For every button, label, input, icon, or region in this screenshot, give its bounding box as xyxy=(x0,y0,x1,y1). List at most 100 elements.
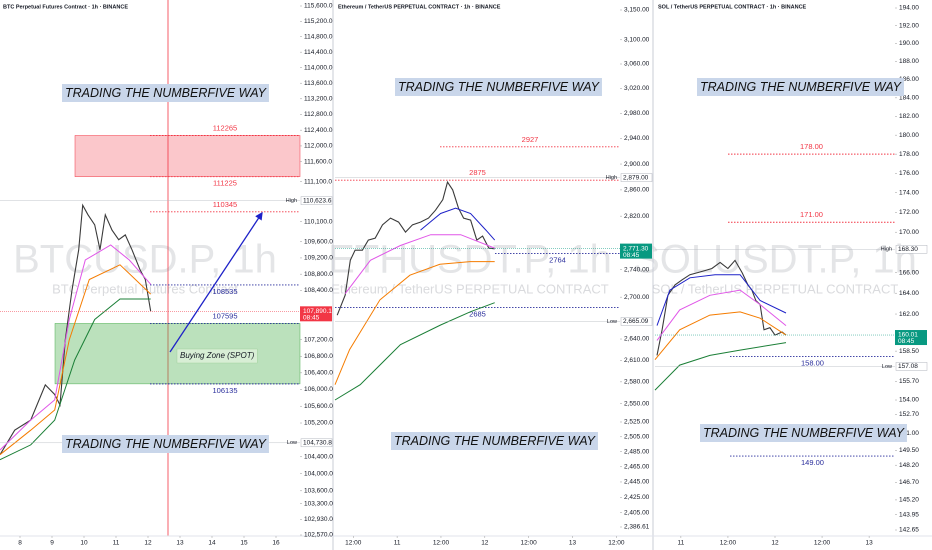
level-label: 2927 xyxy=(522,135,539,144)
y-tick-label: 114,000.0 xyxy=(304,64,333,71)
y-tick-label: 142.65 xyxy=(899,527,919,534)
x-tick-label: 11 xyxy=(113,540,120,547)
y-tick-label: 2,900.00 xyxy=(624,161,650,168)
x-tick-label: 13 xyxy=(569,540,577,547)
y-tick-label: 172.00 xyxy=(899,209,919,216)
y-tick-label: 110,100.0 xyxy=(304,218,333,225)
level-label: 110345 xyxy=(213,200,237,209)
y-tick-label: 114,400.0 xyxy=(304,49,333,56)
y-tick-label: 166.00 xyxy=(899,269,919,276)
y-tick-label: 2,740.00 xyxy=(624,266,650,273)
y-tick-label: 3,060.00 xyxy=(624,61,650,68)
marker-value: 157.08 xyxy=(898,363,918,370)
level-label: 2685 xyxy=(469,310,486,319)
banner-box xyxy=(700,424,907,442)
y-tick-label: 105,600.0 xyxy=(304,403,333,410)
y-tick-label: 105,200.0 xyxy=(304,420,333,427)
y-tick-label: 170.00 xyxy=(899,229,919,236)
y-tick-label: 152.70 xyxy=(899,411,919,418)
y-tick-label: 2,425.00 xyxy=(624,494,650,501)
y-tick-label: 148.20 xyxy=(899,462,919,469)
y-tick-label: 182.00 xyxy=(899,113,919,120)
level-label: 112265 xyxy=(213,123,237,132)
chart-title: Ethereum / TetherUS PERPETUAL CONTRACT ·… xyxy=(338,4,501,10)
level-label: 158.00 xyxy=(801,358,824,367)
y-tick-label: 115,200.0 xyxy=(304,18,333,25)
marker-value: 2,665.09 xyxy=(623,318,649,325)
y-tick-label: 145.20 xyxy=(899,497,919,504)
y-tick-label: 155.70 xyxy=(899,378,919,385)
y-tick-label: 178.00 xyxy=(899,151,919,158)
price-line xyxy=(336,180,495,316)
x-tick-label: 12 xyxy=(481,540,489,547)
y-tick-label: 3,100.00 xyxy=(624,37,650,44)
y-tick-label: 112,400.0 xyxy=(304,127,333,134)
last-time: 08:45 xyxy=(303,315,320,322)
marker-text: Low xyxy=(287,440,297,446)
x-tick-label: 12:00 xyxy=(345,540,362,547)
y-tick-label: 111,600.0 xyxy=(304,158,332,165)
y-tick-label: 194.00 xyxy=(899,5,919,12)
x-tick-label: 11 xyxy=(678,540,685,547)
annotation-text: Buying Zone (SPOT) xyxy=(180,351,255,360)
y-tick-label: 2,610.00 xyxy=(624,357,650,364)
level-label: 107595 xyxy=(212,311,237,320)
y-tick-label: 176.00 xyxy=(899,170,919,177)
y-tick-label: 184.00 xyxy=(899,95,919,102)
x-tick-label: 12:00 xyxy=(608,540,625,547)
level-label: 106135 xyxy=(212,386,237,395)
y-tick-label: 2,525.00 xyxy=(624,419,650,426)
y-tick-label: 3,020.00 xyxy=(624,85,650,92)
chart-title: SOL / TetherUS PERPETUAL CONTRACT · 1h ·… xyxy=(658,4,807,10)
y-tick-label: 2,505.00 xyxy=(624,434,650,441)
x-tick-label: 12 xyxy=(144,540,152,547)
moving-average xyxy=(654,342,787,391)
moving-average xyxy=(420,207,496,241)
marker-box xyxy=(895,362,928,371)
y-tick-label: 106,000.0 xyxy=(304,386,333,393)
x-tick-label: 14 xyxy=(208,540,216,547)
y-tick-label: 111,100.0 xyxy=(304,178,332,185)
watermark: BTCUSD.P, 1h xyxy=(13,238,277,282)
banner-box xyxy=(62,84,269,102)
level-label: 171.00 xyxy=(800,210,823,219)
moving-average xyxy=(0,244,152,451)
y-tick-label: 109,600.0 xyxy=(304,238,333,245)
y-tick-label: 2,940.00 xyxy=(624,135,650,142)
banner-box xyxy=(62,435,269,453)
y-tick-label: 2,386.61 xyxy=(624,524,650,531)
moving-average xyxy=(334,302,495,401)
y-tick-label: 2,980.00 xyxy=(624,110,650,117)
y-tick-label: 2,580.00 xyxy=(624,379,650,386)
y-tick-label: 149.50 xyxy=(899,447,919,454)
x-tick-label: 16 xyxy=(272,540,280,547)
moving-average xyxy=(0,264,152,456)
level-label: 2875 xyxy=(469,168,486,177)
y-tick-label: 102,930.0 xyxy=(304,516,333,523)
y-tick-label: 113,200.0 xyxy=(304,96,333,103)
x-tick-label: 13 xyxy=(176,540,184,547)
y-tick-label: 146.70 xyxy=(899,479,919,486)
banner-box xyxy=(395,78,602,96)
y-tick-label: 106,800.0 xyxy=(304,353,333,360)
y-tick-label: 112,000.0 xyxy=(304,143,333,150)
x-tick-label: 12 xyxy=(771,540,779,547)
y-tick-label: 154.00 xyxy=(899,397,919,404)
y-tick-label: 2,465.00 xyxy=(624,464,650,471)
x-tick-label: 10 xyxy=(80,540,88,547)
last-price: 2,771.30 xyxy=(623,245,649,252)
y-tick-label: 109,200.0 xyxy=(304,255,333,262)
projection-arrow xyxy=(169,211,263,353)
level-label: 2764 xyxy=(549,256,566,265)
y-tick-label: 162.00 xyxy=(899,311,919,318)
x-tick-label: 9 xyxy=(50,540,54,547)
banner-text: TRADING THE NUMBERFIVE WAY xyxy=(703,426,906,440)
y-tick-label: 108,400.0 xyxy=(304,287,333,294)
y-tick-label: 112,800.0 xyxy=(304,111,333,118)
y-tick-label: 151.00 xyxy=(899,430,919,437)
level-label: 149.00 xyxy=(801,458,824,467)
banner-text: TRADING THE NUMBERFIVE WAY xyxy=(700,80,903,94)
price-line xyxy=(656,259,787,356)
